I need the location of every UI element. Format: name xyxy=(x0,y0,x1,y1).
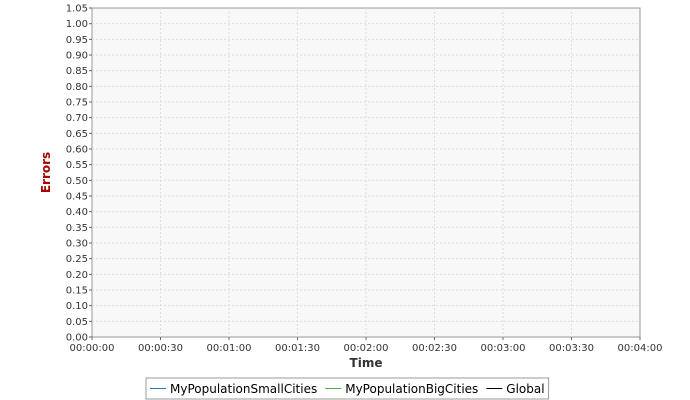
legend-label: MyPopulationBigCities xyxy=(345,382,478,396)
x-tick-label: 00:01:00 xyxy=(207,343,252,354)
x-tick-label: 00:04:00 xyxy=(618,343,663,354)
y-tick-label: 0.05 xyxy=(66,317,88,328)
y-tick-label: 0.15 xyxy=(66,286,88,297)
x-tick-label: 00:00:00 xyxy=(70,343,115,354)
legend-label: MyPopulationSmallCities xyxy=(170,382,317,396)
y-tick-label: 0.55 xyxy=(66,160,88,171)
y-tick-label: 0.30 xyxy=(66,239,88,250)
y-tick-label: 0.35 xyxy=(66,223,88,234)
y-tick-label: 0.65 xyxy=(66,129,88,140)
y-tick-label: 0.10 xyxy=(66,301,88,312)
x-tick-label: 00:01:30 xyxy=(275,343,320,354)
y-tick-label: 0.75 xyxy=(66,98,88,109)
y-tick-label: 1.05 xyxy=(66,4,88,15)
y-tick-label: 0.95 xyxy=(66,35,88,46)
x-axis-title: Time xyxy=(350,356,383,370)
y-tick-label: 0.45 xyxy=(66,192,88,203)
x-tick-label: 00:02:30 xyxy=(412,343,457,354)
y-tick-label: 0.40 xyxy=(66,207,88,218)
y-tick-label: 0.90 xyxy=(66,51,88,62)
x-tick-label: 00:02:00 xyxy=(344,343,389,354)
y-tick-label: 0.80 xyxy=(66,82,88,93)
y-tick-label: 0.20 xyxy=(66,270,88,281)
y-axis-ticks: 0.00 0.05 0.10 0.15 0.20 0.25 0.30 0.35 0.40 0.45… xyxy=(66,4,92,344)
x-tick-label: 00:03:30 xyxy=(549,343,594,354)
y-tick-label: 0.00 xyxy=(66,333,88,344)
y-tick-label: 0.25 xyxy=(66,254,88,265)
y-axis-title: Errors xyxy=(39,152,53,193)
y-tick-label: 1.00 xyxy=(66,19,88,30)
y-tick-label: 0.60 xyxy=(66,145,88,156)
y-tick-label: 0.70 xyxy=(66,113,88,124)
legend: MyPopulationSmallCities MyPopulationBigCi… xyxy=(145,377,550,400)
y-tick-label: 0.50 xyxy=(66,176,88,187)
y-tick-label: 0.85 xyxy=(66,66,88,77)
x-tick-label: 00:00:30 xyxy=(138,343,183,354)
legend-box xyxy=(145,377,550,400)
gridlines xyxy=(92,8,640,337)
x-axis-ticks: 00:00:00 00:00:30 00:01:00 00:01:30 00:02:00… xyxy=(70,337,663,354)
legend-label: Global xyxy=(506,382,544,396)
x-tick-label: 00:03:00 xyxy=(481,343,526,354)
